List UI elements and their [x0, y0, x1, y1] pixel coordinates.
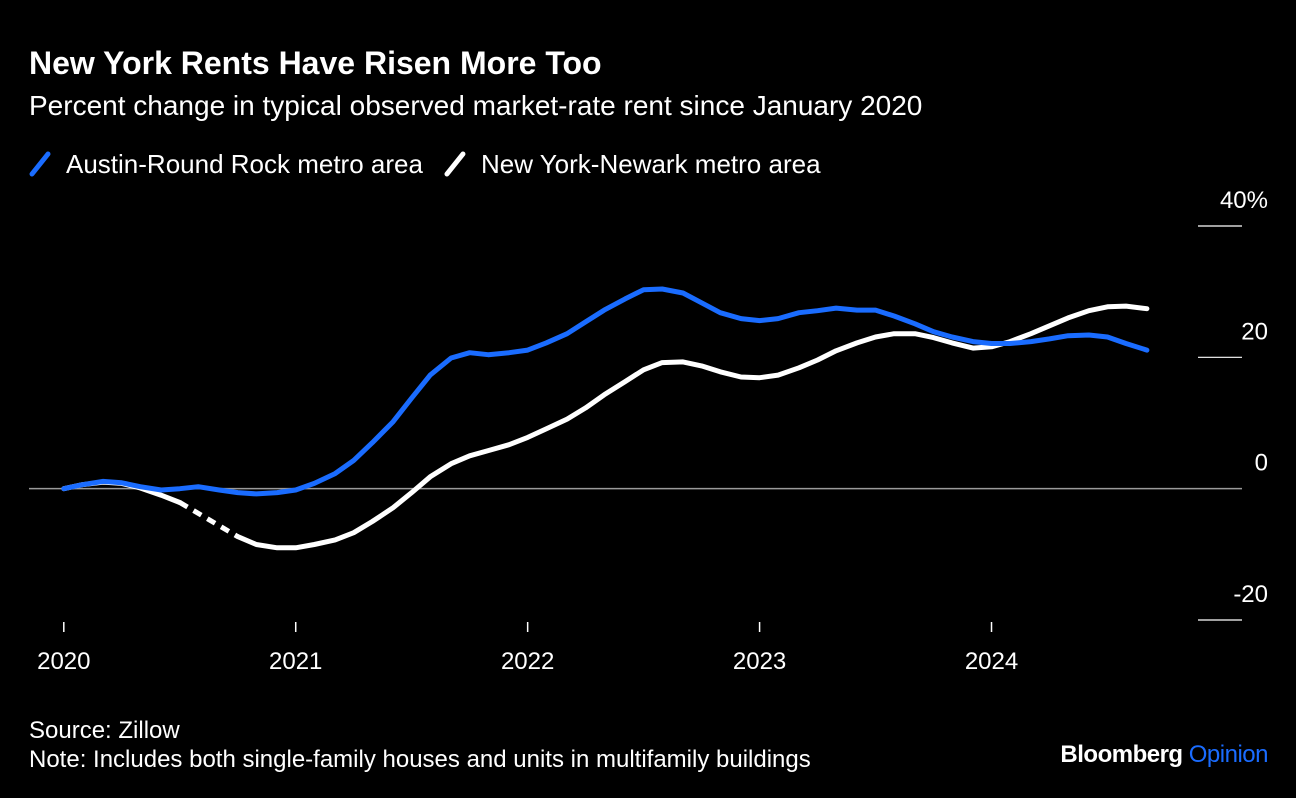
legend-swatch: [444, 151, 466, 177]
x-tick-label: 2020: [37, 648, 90, 675]
chart-title: New York Rents Have Risen More Too: [29, 45, 602, 81]
x-tick-label: 2022: [501, 648, 554, 675]
x-tick-label: 2024: [965, 648, 1018, 675]
legend-swatch: [29, 151, 51, 177]
source: Source: Zillow: [29, 717, 180, 744]
y-tick-label: 40%: [1220, 187, 1268, 214]
series-line: [61, 286, 1150, 497]
brand-name: Bloomberg: [1060, 741, 1182, 768]
y-tick-label: 0: [1255, 450, 1268, 477]
brand-suffix: Opinion: [1189, 741, 1268, 768]
legend-label: Austin-Round Rock metro area: [66, 149, 423, 179]
note: Note: Includes both single-family houses…: [29, 746, 811, 773]
legend-label: New York-Newark metro area: [481, 149, 821, 179]
x-tick-label: 2023: [733, 648, 786, 675]
brand: Bloomberg Opinion: [1060, 741, 1268, 768]
y-tick-label: -20: [1233, 581, 1268, 608]
chart-subtitle: Percent change in typical observed marke…: [29, 90, 922, 121]
x-tick-label: 2021: [269, 648, 322, 675]
gap-bridge: [178, 500, 240, 539]
y-tick-label: 20: [1241, 318, 1268, 345]
